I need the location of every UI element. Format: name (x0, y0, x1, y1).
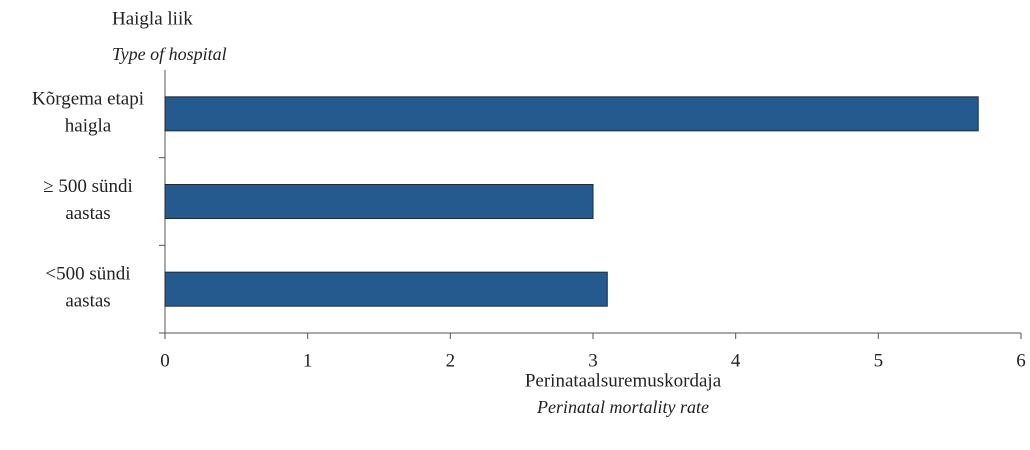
x-tick-label: 0 (160, 350, 170, 371)
x-tick-label: 5 (874, 350, 884, 371)
y-tick-label-line: ≥ 500 sündi (43, 176, 133, 197)
x-tick-label: 6 (1016, 350, 1026, 371)
y-tick-label-line: <500 sündi (45, 264, 130, 285)
x-tick-label: 3 (588, 350, 598, 371)
y-tick-label: <500 sündi aastas (45, 264, 130, 312)
bar (164, 96, 979, 132)
y-tick-label-line: Kõrgema etapi (32, 89, 144, 110)
x-axis-title: Perinataalsuremuskordaja (525, 370, 722, 391)
y-tick-label-line: aastas (65, 203, 110, 224)
y-tick-label-line: aastas (65, 291, 110, 312)
y-tick-label: ≥ 500 sündi aastas (43, 176, 133, 224)
x-axis-subtitle: Perinatal mortality rate (536, 397, 709, 417)
x-tick-label: 4 (731, 350, 741, 371)
y-axis-subtitle: Type of hospital (112, 44, 227, 64)
bar (164, 271, 608, 307)
y-tick-label: Kõrgema etapi haigla (32, 89, 144, 137)
x-tick-label: 1 (303, 350, 313, 371)
bar (164, 184, 594, 219)
x-tick-label: 2 (446, 350, 456, 371)
y-tick-label-line: haigla (65, 116, 112, 137)
y-axis-title: Haigla liik (112, 8, 193, 29)
